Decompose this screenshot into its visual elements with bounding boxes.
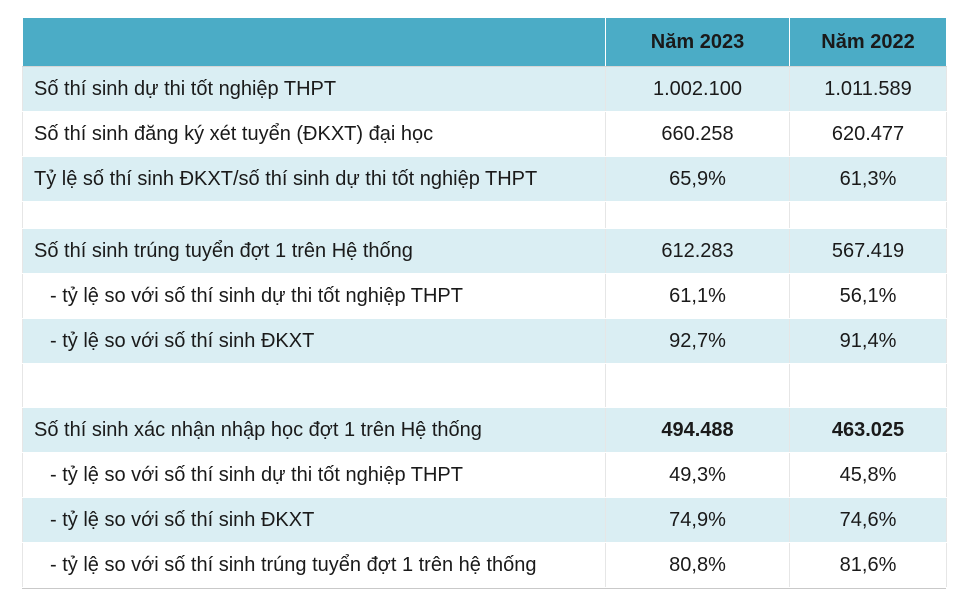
value-2023: 74,9% bbox=[605, 497, 790, 543]
value-2023: 65,9% bbox=[605, 156, 790, 202]
row-label: Số thí sinh xác nhận nhập học đợt 1 trên… bbox=[22, 407, 606, 453]
table-row: - tỷ lệ so với số thí sinh dự thi tốt ng… bbox=[22, 452, 947, 498]
spacer-row bbox=[22, 363, 947, 408]
table-row: - tỷ lệ so với số thí sinh ĐKXT 74,9% 74… bbox=[22, 497, 947, 543]
value-2022 bbox=[789, 363, 947, 408]
value-2023: 660.258 bbox=[605, 111, 790, 157]
value-2023 bbox=[605, 201, 790, 229]
row-label: Tỷ lệ số thí sinh ĐKXT/số thí sinh dự th… bbox=[22, 156, 606, 202]
spacer-row bbox=[22, 201, 947, 229]
header-year-2022: Năm 2022 bbox=[789, 17, 947, 67]
row-label: - tỷ lệ so với số thí sinh trúng tuyển đ… bbox=[22, 542, 606, 588]
table-row: - tỷ lệ so với số thí sinh trúng tuyển đ… bbox=[22, 542, 947, 588]
table-row: Số thí sinh trúng tuyển đợt 1 trên Hệ th… bbox=[22, 228, 947, 274]
row-label bbox=[22, 201, 606, 229]
row-label: - tỷ lệ so với số thí sinh ĐKXT bbox=[22, 497, 606, 543]
value-2022: 61,3% bbox=[789, 156, 947, 202]
table-row: - tỷ lệ so với số thí sinh dự thi tốt ng… bbox=[22, 273, 947, 319]
value-2022: 91,4% bbox=[789, 318, 947, 364]
row-label: Số thí sinh đăng ký xét tuyển (ĐKXT) đại… bbox=[22, 111, 606, 157]
value-2022: 56,1% bbox=[789, 273, 947, 319]
value-2023: 61,1% bbox=[605, 273, 790, 319]
table-row: - tỷ lệ so với số thí sinh ĐKXT 92,7% 91… bbox=[22, 318, 947, 364]
value-2022: 74,6% bbox=[789, 497, 947, 543]
value-2022: 620.477 bbox=[789, 111, 947, 157]
admissions-statistics-table: Năm 2023 Năm 2022 Số thí sinh dự thi tốt… bbox=[22, 17, 947, 588]
table-row: Số thí sinh xác nhận nhập học đợt 1 trên… bbox=[22, 407, 947, 453]
row-label: Số thí sinh trúng tuyển đợt 1 trên Hệ th… bbox=[22, 228, 606, 274]
header-label-cell bbox=[22, 17, 606, 67]
row-label: Số thí sinh dự thi tốt nghiệp THPT bbox=[22, 66, 606, 112]
table-row: Số thí sinh đăng ký xét tuyển (ĐKXT) đại… bbox=[22, 111, 947, 157]
value-2022: 463.025 bbox=[789, 407, 947, 453]
value-2023: 494.488 bbox=[605, 407, 790, 453]
value-2022 bbox=[789, 201, 947, 229]
table-header-row: Năm 2023 Năm 2022 bbox=[22, 17, 947, 67]
value-2022: 1.011.589 bbox=[789, 66, 947, 112]
value-2022: 567.419 bbox=[789, 228, 947, 274]
value-2022: 45,8% bbox=[789, 452, 947, 498]
value-2023: 92,7% bbox=[605, 318, 790, 364]
row-label: - tỷ lệ so với số thí sinh dự thi tốt ng… bbox=[22, 273, 606, 319]
table-row: Tỷ lệ số thí sinh ĐKXT/số thí sinh dự th… bbox=[22, 156, 947, 202]
value-2023: 49,3% bbox=[605, 452, 790, 498]
value-2023: 80,8% bbox=[605, 542, 790, 588]
table-row: Số thí sinh dự thi tốt nghiệp THPT 1.002… bbox=[22, 66, 947, 112]
header-year-2023: Năm 2023 bbox=[605, 17, 790, 67]
row-label: - tỷ lệ so với số thí sinh dự thi tốt ng… bbox=[22, 452, 606, 498]
row-label: - tỷ lệ so với số thí sinh ĐKXT bbox=[22, 318, 606, 364]
value-2023: 612.283 bbox=[605, 228, 790, 274]
value-2023: 1.002.100 bbox=[605, 66, 790, 112]
value-2023 bbox=[605, 363, 790, 408]
value-2022: 81,6% bbox=[789, 542, 947, 588]
row-label bbox=[22, 363, 606, 408]
